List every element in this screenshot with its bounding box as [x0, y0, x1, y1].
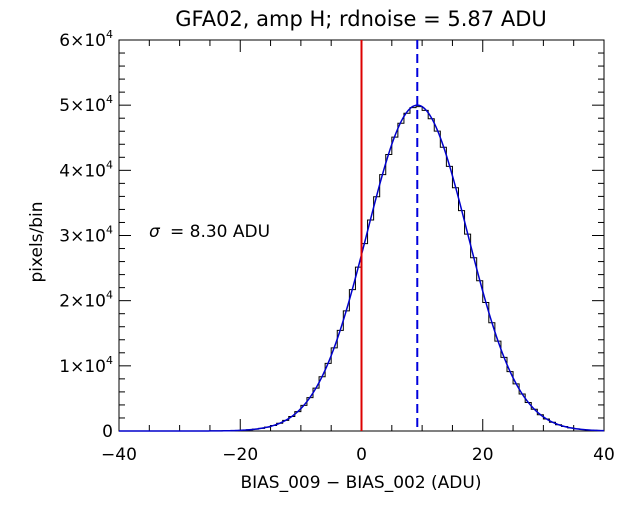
- y-tick-labels: 0 1×104 2×104 3×104 4×104 5×104 6×104: [59, 28, 113, 442]
- sigma-symbol: σ: [149, 222, 161, 242]
- axis-ticks: [118, 39, 605, 432]
- x-tick-label: 0: [356, 445, 367, 465]
- x-tick-label: −40: [101, 445, 137, 465]
- x-tick-label: −20: [222, 445, 258, 465]
- y-tick-label: 0: [102, 422, 113, 442]
- chart-title: GFA02, amp H; rdnoise = 5.87 ADU: [175, 7, 546, 31]
- sigma-annotation: σ = 8.30 ADU: [149, 222, 270, 242]
- x-tick-label: 20: [472, 445, 494, 465]
- y-tick-label: 4×104: [59, 158, 113, 181]
- x-tick-labels: −40 −20 0 20 40: [101, 445, 615, 465]
- y-tick-label: 5×104: [59, 93, 113, 116]
- sigma-value-text: = 8.30 ADU: [170, 222, 270, 242]
- y-axis-label: pixels/bin: [27, 201, 47, 282]
- x-tick-label: 40: [593, 445, 615, 465]
- y-tick-label: 2×104: [59, 289, 113, 312]
- x-axis-label: BIAS_009 − BIAS_002 (ADU): [241, 473, 482, 493]
- y-tick-label: 6×104: [59, 28, 113, 51]
- vline-layer: [360, 40, 419, 431]
- y-tick-label: 1×104: [59, 354, 113, 377]
- y-tick-label: 3×104: [59, 224, 113, 247]
